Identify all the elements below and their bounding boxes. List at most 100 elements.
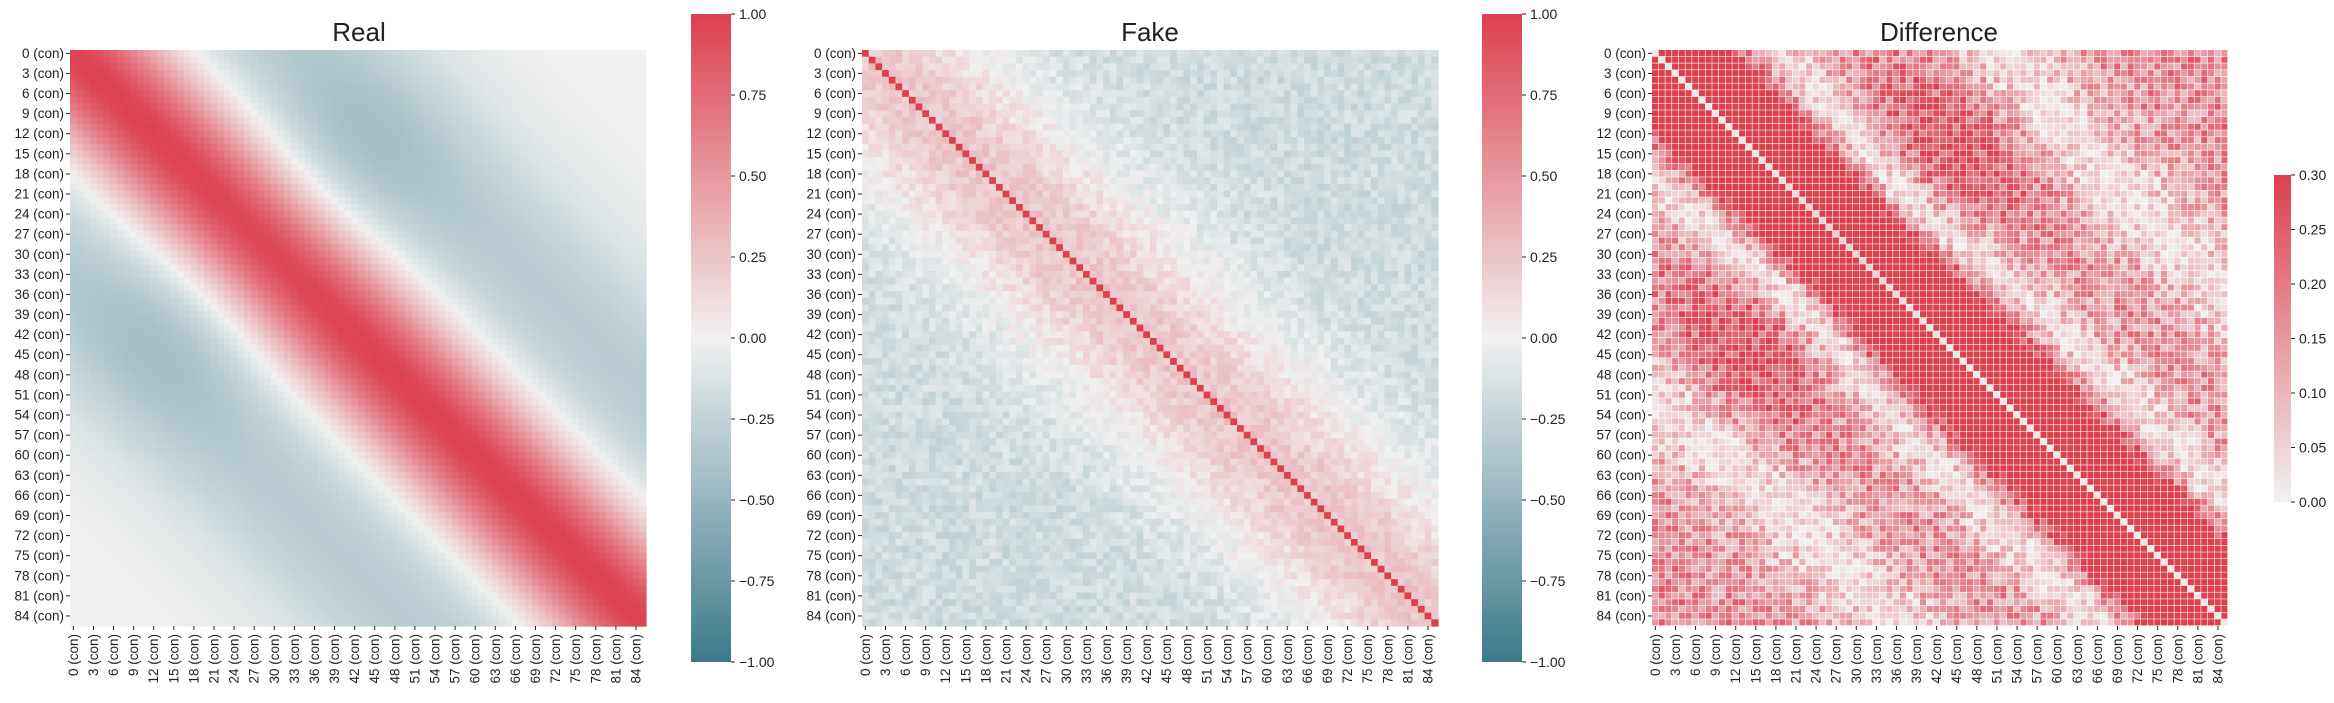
heatmap-cell (606, 217, 613, 224)
heatmap-cell (110, 217, 117, 224)
heatmap-cell (613, 278, 620, 285)
heatmap-cell (398, 418, 405, 425)
heatmap-cell (499, 217, 506, 224)
heatmap-cell (264, 318, 271, 325)
heatmap-cell (237, 144, 244, 151)
heatmap-cell (258, 264, 265, 271)
heatmap-cell (231, 117, 238, 124)
heatmap-cell (559, 378, 566, 385)
heatmap-cell (150, 191, 157, 198)
heatmap-cell (351, 204, 358, 211)
heatmap-cell (479, 110, 486, 117)
heatmap-cell (559, 264, 566, 271)
heatmap-cell (231, 171, 238, 178)
heatmap-cell (445, 264, 452, 271)
heatmap-cell (351, 338, 358, 345)
heatmap-cell (432, 104, 439, 111)
heatmap-cell (412, 298, 419, 305)
heatmap-cell (130, 104, 137, 111)
heatmap-cell (83, 217, 90, 224)
heatmap-cell (472, 110, 479, 117)
heatmap-cell (546, 144, 553, 151)
heatmap-cell (237, 325, 244, 332)
heatmap-cell (512, 264, 519, 271)
heatmap-cell (465, 305, 472, 312)
heatmap-cell (170, 331, 177, 338)
heatmap-cell (559, 398, 566, 405)
heatmap-cell (619, 171, 626, 178)
heatmap-cell (217, 177, 224, 184)
heatmap-cell (619, 90, 626, 97)
heatmap-cell (278, 70, 285, 77)
heatmap-cell (365, 325, 372, 332)
heatmap-cell (110, 365, 117, 372)
heatmap-cell (291, 110, 298, 117)
heatmap-cell (137, 184, 144, 191)
heatmap-cell (519, 432, 526, 439)
heatmap-cell (264, 231, 271, 238)
heatmap-cell (264, 392, 271, 399)
heatmap-cell (505, 378, 512, 385)
heatmap-cell (130, 150, 137, 157)
heatmap-cell (278, 291, 285, 298)
heatmap-cell (150, 217, 157, 224)
heatmap-cell (271, 392, 278, 399)
heatmap-cell (351, 258, 358, 265)
heatmap-cell (184, 258, 191, 265)
heatmap-cell (613, 385, 620, 392)
heatmap-cell (211, 258, 218, 265)
heatmap-cell (412, 130, 419, 137)
heatmap-cell (532, 425, 539, 432)
heatmap-cell (311, 157, 318, 164)
heatmap-cell (97, 171, 104, 178)
heatmap-cell (217, 171, 224, 178)
heatmap-cell (619, 83, 626, 90)
heatmap-cell (633, 63, 640, 70)
heatmap-cell (559, 231, 566, 238)
heatmap-cell (278, 117, 285, 124)
heatmap-cell (398, 271, 405, 278)
heatmap-cell (566, 110, 573, 117)
heatmap-cell (77, 412, 84, 419)
heatmap-cell (291, 318, 298, 325)
heatmap-cell (371, 271, 378, 278)
heatmap-cell (278, 371, 285, 378)
heatmap-cell (70, 70, 77, 77)
heatmap-cell (492, 204, 499, 211)
heatmap-cell (177, 412, 184, 419)
heatmap-cell (211, 378, 218, 385)
heatmap-cell (365, 211, 372, 218)
heatmap-cell (224, 97, 231, 104)
heatmap-cell (579, 385, 586, 392)
heatmap-cell (566, 298, 573, 305)
heatmap-cell (110, 224, 117, 231)
heatmap-cell (418, 83, 425, 90)
heatmap-cell (512, 77, 519, 84)
heatmap-cell (566, 418, 573, 425)
heatmap-cell (117, 171, 124, 178)
heatmap-cell (258, 385, 265, 392)
heatmap-cell (539, 405, 546, 412)
heatmap-cell (258, 425, 265, 432)
heatmap-cell (291, 432, 298, 439)
heatmap-cell (217, 97, 224, 104)
heatmap-cell (224, 70, 231, 77)
heatmap-cell (479, 144, 486, 151)
heatmap-cell (499, 271, 506, 278)
heatmap-cell (532, 278, 539, 285)
heatmap-cell (599, 365, 606, 372)
heatmap-cell (532, 318, 539, 325)
heatmap-cell (130, 251, 137, 258)
heatmap-cell (432, 57, 439, 64)
heatmap-cell (130, 117, 137, 124)
heatmap-cell (432, 318, 439, 325)
heatmap-cell (271, 77, 278, 84)
heatmap-cell (445, 271, 452, 278)
heatmap-cell (204, 124, 211, 131)
heatmap-cell (170, 211, 177, 218)
heatmap-cell (412, 338, 419, 345)
heatmap-cell (164, 258, 171, 265)
heatmap-cell (639, 63, 646, 70)
heatmap-cell (606, 305, 613, 312)
heatmap-cell (539, 278, 546, 285)
